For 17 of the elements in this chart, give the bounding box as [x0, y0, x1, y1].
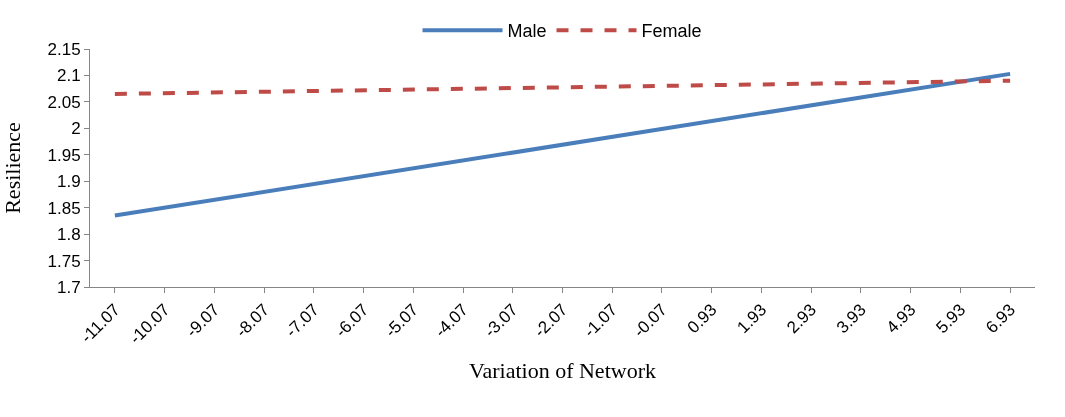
y-tick-label: 1.75	[47, 251, 81, 271]
legend-label: Female	[641, 21, 702, 42]
x-tick-label: 4.93	[882, 300, 920, 338]
y-tick-label: 1.95	[47, 145, 81, 165]
y-tick-label: 1.85	[47, 198, 81, 218]
y-tick-label: 1.7	[56, 277, 81, 297]
y-tick-label: 1.8	[56, 225, 81, 245]
y-tick-label: 2.15	[47, 39, 81, 59]
y-tick-label: 2.05	[47, 92, 81, 112]
legend-label: Male	[507, 21, 547, 42]
y-tick-label: 2	[71, 119, 81, 139]
y-tick-label: 1.9	[56, 172, 81, 192]
x-tick-label: 6.93	[982, 300, 1019, 338]
y-axis-title: Resilience	[0, 122, 26, 214]
x-axis-title: Variation of Network	[469, 357, 656, 383]
y-tick-label: 2.1	[56, 66, 81, 86]
x-tick-label: 0.93	[683, 300, 721, 338]
